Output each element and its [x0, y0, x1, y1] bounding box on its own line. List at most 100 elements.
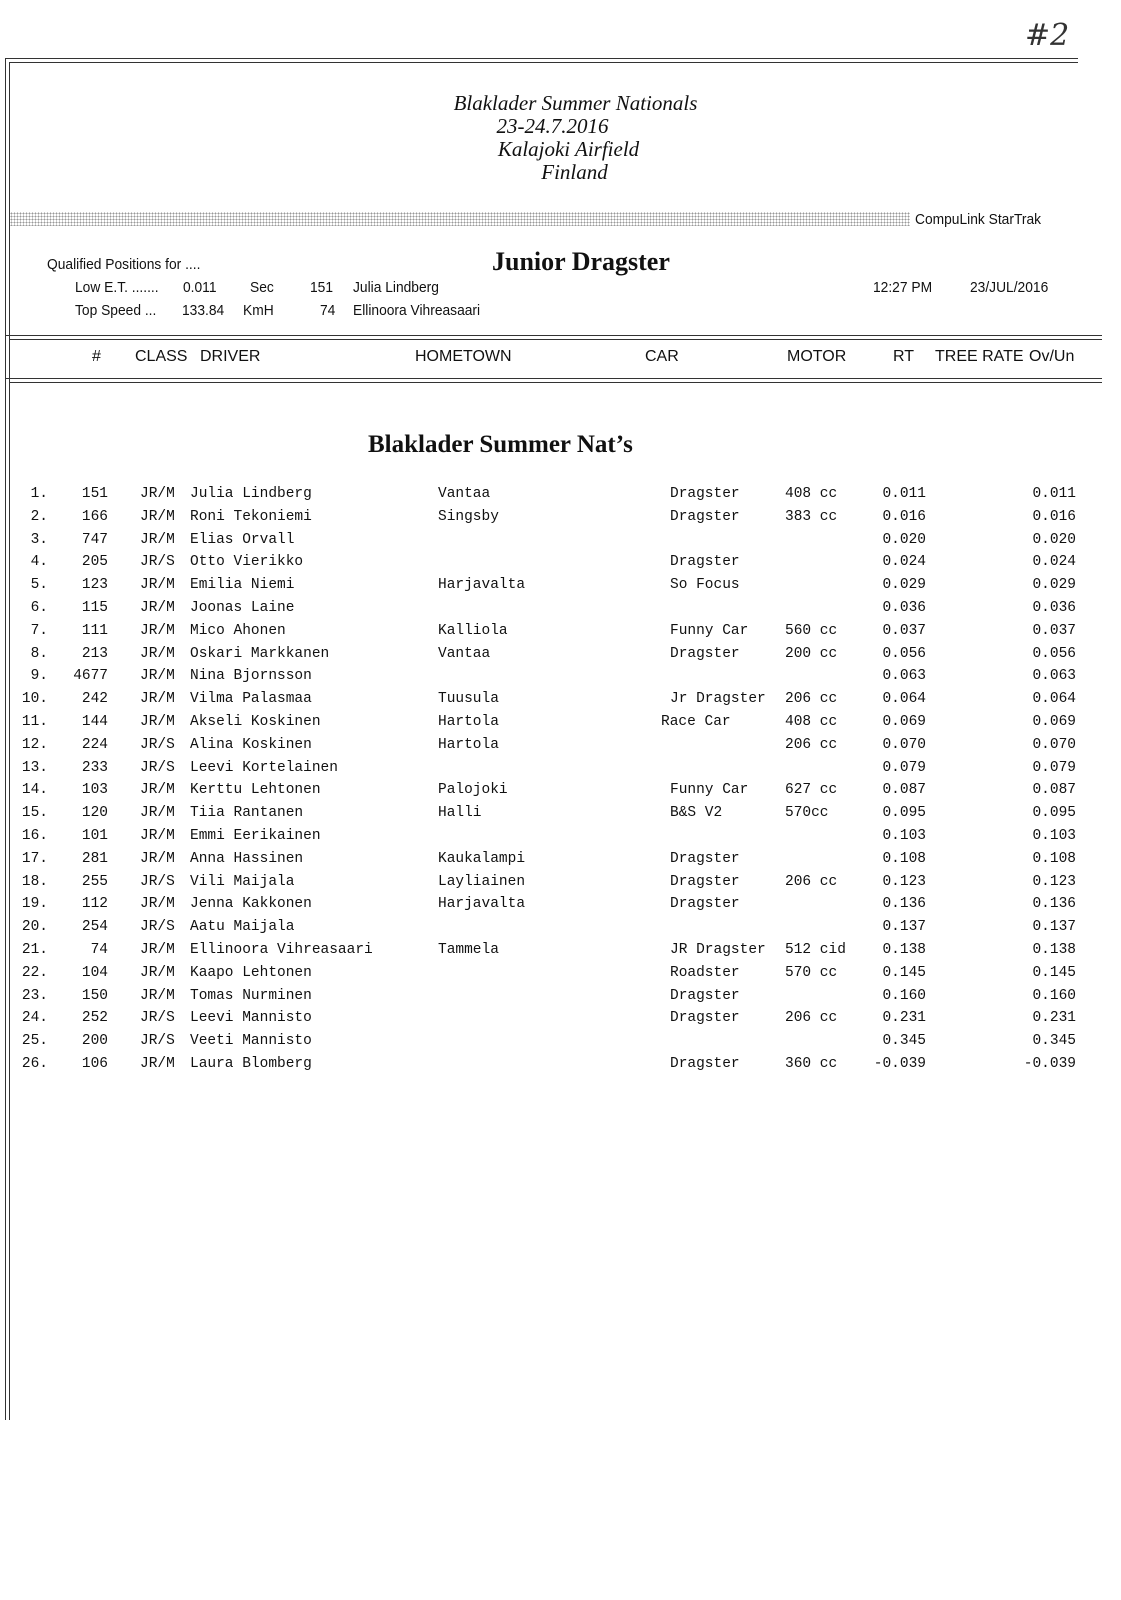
cell-rt: 0.064 [882, 691, 926, 708]
cell-num: 144 [81, 714, 108, 730]
system-name: CompuLink StarTrak [915, 211, 1042, 228]
event-dates: 23-24.7.2016 [496, 114, 609, 138]
cell-driver: Tomas Nurminen [190, 987, 312, 1004]
cell-class: JR/M [140, 805, 175, 822]
cell-num: 120 [81, 805, 108, 822]
cell-rt: 0.103 [882, 828, 926, 844]
cell-pos: 25. [21, 1033, 48, 1050]
cell-ovun: 0.036 [1032, 600, 1076, 616]
cell-driver: Roni Tekoniemi [190, 508, 312, 525]
top-speed-driver: Ellinoora Vihreasaari [353, 302, 481, 319]
cell-motor: 627 cc [785, 782, 838, 799]
table-row: 12. 224 JR/S Alina Koskinen Hartola 206 cc 0.0… [0, 737, 1121, 757]
cell-hometown: Tammela [438, 942, 499, 958]
cell-pos: 18. [21, 873, 48, 890]
table-row: 14. 103 JR/M Kerttu Lehtonen Palojoki Funny C… [0, 782, 1121, 802]
cell-car: Dragster [670, 486, 740, 502]
cell-pos: 1. [30, 486, 48, 502]
cell-car: Dragster [670, 645, 740, 662]
cell-pos: 14. [21, 782, 48, 799]
low-et-unit: Sec [250, 279, 274, 296]
col-hometown: HOMETOWN [415, 348, 512, 365]
cell-motor: 360 cc [785, 1056, 838, 1072]
cell-ovun: 0.123 [1032, 873, 1076, 890]
table-row: 8. 213 JR/M Oskari Markkanen Vantaa Dragster 2… [0, 646, 1121, 666]
cell-hometown: Halli [438, 805, 482, 822]
cell-pos: 23. [21, 987, 48, 1004]
cell-car: Dragster [670, 554, 740, 571]
cell-motor: 512 cid [785, 942, 846, 958]
cell-driver: Anna Hassinen [190, 850, 304, 867]
cell-rt: 0.087 [882, 782, 926, 799]
col-rt: RT [893, 348, 915, 365]
table-row: 16. 101 JR/M Emmi Eerikainen 0.103 0.103 [0, 828, 1121, 848]
table-row: 21. 74 JR/M Ellinoora Vihreasaari Tammela JR … [0, 942, 1121, 962]
cell-class: JR/S [140, 919, 175, 936]
table-row: 13. 233 JR/S Leevi Kortelainen 0.079 0.079 [0, 760, 1121, 780]
cell-driver: Vili Maijala [190, 873, 295, 890]
cell-driver: Kaapo Lehtonen [190, 964, 312, 981]
cell-rt: 0.056 [882, 645, 926, 662]
cell-num: 151 [81, 486, 108, 502]
cell-ovun: 0.345 [1032, 1033, 1076, 1050]
cell-car: Dragster [670, 1056, 740, 1072]
cell-driver: Jenna Kakkonen [190, 896, 312, 913]
cell-motor: 206 cc [785, 691, 838, 708]
cell-ovun: 0.138 [1032, 942, 1076, 958]
table-row: 20. 254 JR/S Aatu Maijala 0.137 0.137 [0, 919, 1121, 939]
cell-class: JR/M [140, 987, 175, 1004]
cell-class: JR/M [140, 531, 175, 548]
cell-pos: 8. [30, 645, 48, 662]
table-row: 3. 747 JR/M Elias Orvall 0.020 0.020 [0, 532, 1121, 552]
cell-num: 255 [81, 873, 108, 890]
table-row: 1. 151 JR/M Julia Lindberg Vantaa Dragster 408… [0, 486, 1121, 506]
cell-num: 4677 [73, 668, 108, 685]
header-rule-top-2 [9, 339, 1102, 340]
col-class: CLASS [135, 348, 188, 365]
qualified-label: Qualified Positions for .... [47, 256, 201, 273]
cell-num: 166 [81, 508, 108, 525]
cell-ovun: 0.079 [1032, 759, 1076, 776]
cell-pos: 21. [21, 942, 48, 958]
cell-class: JR/M [140, 782, 175, 799]
low-et-label: Low E.T. ....... [75, 279, 159, 296]
cell-rt: 0.138 [882, 942, 926, 958]
col-car: CAR [645, 348, 679, 365]
cell-class: JR/M [140, 691, 175, 708]
table-row: 10. 242 JR/M Vilma Palasmaa Tuusula Jr Dragst… [0, 691, 1121, 711]
cell-hometown: Layliainen [438, 873, 526, 890]
cell-rt: -0.039 [873, 1056, 926, 1072]
cell-class: JR/M [140, 600, 175, 616]
cell-motor: 200 cc [785, 645, 838, 662]
cell-car: Race Car [661, 714, 731, 730]
cell-car: JR Dragster [670, 942, 766, 958]
table-row: 26. 106 JR/M Laura Blomberg Dragster 360 cc -0… [0, 1056, 1121, 1076]
cell-num: 101 [81, 828, 108, 844]
top-speed-car: 74 [320, 302, 336, 319]
class-title: Junior Dragster [492, 247, 670, 276]
table-row: 2. 166 JR/M Roni Tekoniemi Singsby Dragster 38… [0, 509, 1121, 529]
cell-pos: 3. [30, 531, 48, 548]
cell-class: JR/S [140, 554, 175, 571]
cell-num: 103 [81, 782, 108, 799]
table-row: 4. 205 JR/S Otto Vierikko Dragster 0.024 0.024 [0, 554, 1121, 574]
cell-class: JR/M [140, 1056, 175, 1072]
cell-class: JR/M [140, 896, 175, 913]
cell-rt: 0.024 [882, 554, 926, 571]
cell-hometown: Kalliola [438, 622, 508, 639]
cell-hometown: Harjavalta [438, 577, 526, 594]
col-num: # [92, 348, 101, 365]
cell-num: 104 [81, 964, 108, 981]
cell-num: 213 [81, 645, 108, 662]
cell-rt: 0.070 [882, 736, 926, 753]
cell-ovun: 0.037 [1032, 622, 1076, 639]
cell-driver: Leevi Mannisto [190, 1010, 312, 1027]
cell-hometown: Singsby [438, 508, 499, 525]
cell-ovun: 0.231 [1032, 1010, 1076, 1027]
cell-hometown: Kaukalampi [438, 850, 526, 867]
cell-car: Dragster [670, 1010, 740, 1027]
cell-ovun: 0.108 [1032, 850, 1076, 867]
cell-driver: Otto Vierikko [190, 554, 304, 571]
cell-rt: 0.036 [882, 600, 926, 616]
cell-rt: 0.136 [882, 896, 926, 913]
